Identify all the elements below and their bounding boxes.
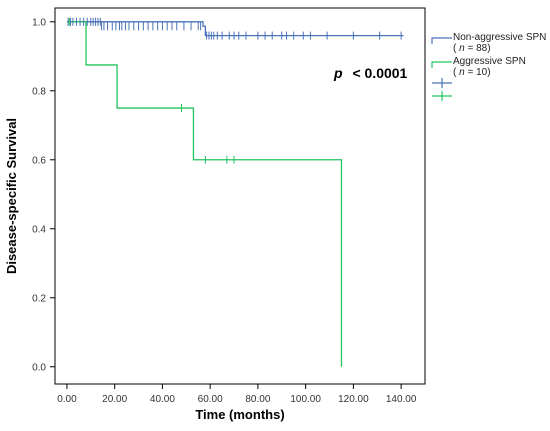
- legend-censor-aggressive: [432, 91, 452, 101]
- y-tick-label: 0.0: [32, 362, 46, 373]
- legend-count-aggressive: ( n = 10): [453, 67, 491, 78]
- y-tick-label: 1.0: [32, 17, 46, 28]
- y-tick-label: 0.2: [32, 293, 46, 304]
- x-tick-label: 0.00: [57, 394, 77, 405]
- x-tick-label: 60.00: [198, 394, 223, 405]
- p-value-annotation: p < 0.0001: [333, 65, 408, 81]
- y-tick-label: 0.6: [32, 155, 46, 166]
- x-tick-label: 120.00: [338, 394, 369, 405]
- legend-label-non-aggressive: Non-aggressive SPN: [453, 32, 546, 43]
- survival-curve-aggressive: [66, 21, 343, 367]
- legend: Non-aggressive SPN ( n = 88) Aggressive …: [431, 32, 546, 101]
- x-tick-label: 140.00: [386, 394, 417, 405]
- y-axis-title: Disease-specific Survival: [4, 118, 19, 274]
- y-axis-ticks: 0.0 0.2 0.4 0.6 0.8 1.0: [32, 17, 55, 373]
- x-tick-label: 80.00: [245, 394, 270, 405]
- p-symbol: p: [333, 65, 343, 81]
- legend-label-aggressive: Aggressive SPN: [453, 56, 526, 67]
- legend-censor-non-aggressive: [432, 78, 452, 88]
- censor-marks: [67, 17, 402, 164]
- x-tick-label: 20.00: [102, 394, 127, 405]
- legend-count-non-aggressive: ( n = 88): [453, 43, 491, 54]
- x-axis-title: Time (months): [195, 407, 284, 422]
- y-tick-label: 0.4: [32, 224, 46, 235]
- p-value: < 0.0001: [352, 65, 407, 81]
- x-tick-label: 40.00: [150, 394, 175, 405]
- legend-swatch-aggressive: [431, 61, 452, 68]
- legend-swatch-non-aggressive: [431, 37, 452, 44]
- x-tick-label: 100.00: [290, 394, 321, 405]
- x-axis-ticks: 0.00 20.00 40.00 60.00 80.00 100.00 120.00 140.…: [57, 384, 417, 405]
- y-tick-label: 0.8: [32, 86, 46, 97]
